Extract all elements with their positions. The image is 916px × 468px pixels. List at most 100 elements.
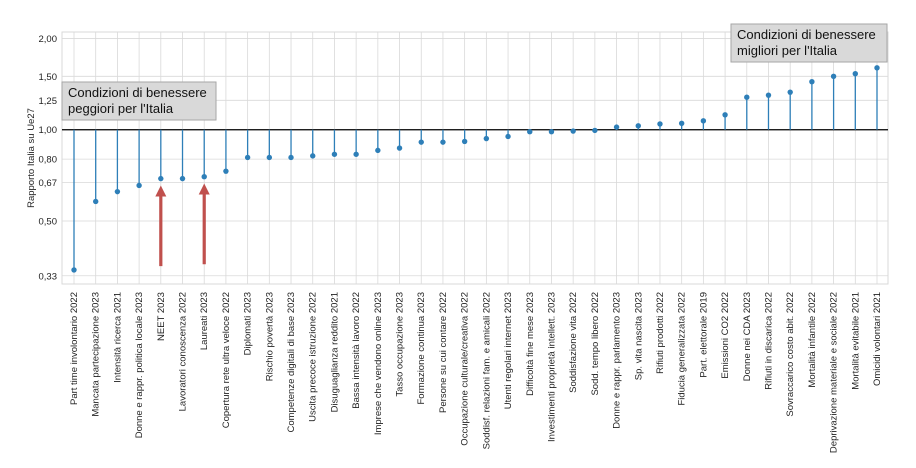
data-point [527,129,533,135]
y-tick-label: 2,00 [39,34,58,45]
grid-lines [61,31,889,285]
x-tick-label: Rifiuti prodotti 2022 [655,292,666,374]
x-tick-label: Imprese che vendono online 2023 [373,292,384,435]
x-tick-label: Donne e rappr. politica locale 2023 [134,292,145,438]
y-tick-label: 0,33 [39,271,58,282]
data-point [244,154,251,161]
x-tick-label: Soddisfazione vita 2022 [568,292,579,393]
x-tick-label: Utenti regolari internet 2023 [503,292,514,409]
data-point [744,94,750,100]
annotation-text: Condizioni di benessere [737,27,876,42]
data-point [461,138,468,145]
x-tick-label: Difficoltà fine mese 2023 [525,292,536,396]
data-point [93,198,99,205]
x-tick-label: Mortalità evitabile 2021 [850,292,861,390]
data-point [483,135,490,142]
data-point [114,188,121,195]
x-tick-label: Intensità ricerca 2021 [112,292,123,383]
data-point [396,145,403,151]
x-tick-label: Investimenti proprietà intellett. 2023 [546,292,557,442]
data-point [310,153,316,159]
x-tick-label: Emissioni CO2 2022 [720,292,731,379]
x-tick-label: Part. elettorale 2019 [698,292,709,378]
data-point [678,120,685,127]
data-point [418,139,424,145]
annotation-arrows [155,183,210,267]
arrow-head [155,185,167,197]
x-tick-label: Bassa intensità lavoro 2022 [351,292,362,409]
data-point [353,151,359,157]
x-tick-label: Formazione continua 2023 [416,292,427,405]
data-point [657,121,663,127]
data-point [874,65,880,71]
annotation-box [730,23,888,63]
annotation-text: migliori per l'Italia [737,43,838,58]
data-point [765,92,772,98]
y-tick-label: 1,00 [39,125,58,136]
x-tick-label: Mancata partecipazione 2023 [91,292,102,417]
x-tick-label: Mortalità infantile 2022 [807,292,818,388]
x-tick-label: Laureati 2023 [199,292,210,350]
data-point [136,182,142,189]
data-point [288,154,294,161]
plot-area [62,32,888,284]
x-tick-label: Diplomati 2023 [243,292,254,355]
data-point [71,267,77,273]
x-tick-label: NEET 2023 [156,292,167,341]
data-point [809,78,815,85]
data-point [787,89,793,95]
data-point [223,168,229,174]
y-axis: 0,33 0,50 0,67 0,80 1,00 1,25 1,50 2,00 [39,34,58,282]
x-tick-label: Persone su cui contare 2022 [438,292,449,413]
data-point [722,112,728,118]
x-tick-label: Copertura rete ultra veloce 2022 [221,292,232,428]
annotation-text: Condizioni di benessere [68,85,207,100]
x-tick-label: Rischio povertà 2023 [264,292,275,381]
data-point [375,147,381,154]
y-axis-title: Rapporto Italia su Ue27 [26,108,37,208]
series-points [71,65,880,273]
y-tick-label: 1,25 [39,96,58,107]
x-tick-label: Omicidi volontari 2021 [872,292,883,386]
x-tick-label: Sovraccarico costo abit. 2022 [785,292,796,417]
x-tick-label: Sodd. tempo libero 2022 [590,292,601,396]
x-tick-label: Fiducia generalizzata 2022 [677,292,688,406]
x-axis-labels: Part time involontario 2022 Mancata parte… [69,292,883,453]
x-tick-label: Uscita precoce istruzione 2022 [308,292,319,422]
data-point [613,124,620,130]
y-tick-label: 0,50 [39,217,58,228]
data-point [700,118,707,124]
annotation-text: peggiori per l'Italia [68,101,174,116]
x-tick-label: Sp. vita nascita 2023 [633,292,644,380]
data-point [201,174,207,180]
series-stems [73,67,878,270]
data-point [635,123,641,129]
data-point [570,128,576,134]
arrow-head [198,183,210,195]
annotation-box [61,81,217,121]
x-tick-label: Rifiuti in discarica 2022 [763,292,774,390]
data-point [179,175,186,182]
y-tick-label: 0,67 [39,178,58,189]
data-point [440,139,446,145]
x-tick-label: Donne nei CDA 2023 [742,292,753,381]
plot-border [61,31,889,285]
data-point [548,129,555,135]
data-point [158,175,164,182]
x-tick-label: Deprivazione materiale e sociale 2022 [829,292,840,453]
x-tick-label: Part time involontario 2022 [69,292,80,405]
x-tick-label: Disuguaglianza reddito 2021 [329,292,340,412]
y-tick-label: 1,50 [39,72,58,83]
data-point [592,127,598,134]
x-tick-label: Lavoratori conoscenza 2022 [178,292,189,411]
x-tick-label: Soddisf. relazioni fam. e amicali 2022 [481,292,492,449]
x-tick-label: Tasso occupazione 2023 [395,292,406,397]
data-point [266,154,273,161]
data-point [830,73,837,80]
data-point [852,71,858,77]
data-point [331,151,338,157]
x-tick-label: Occupazione culturale/creativa 2022 [460,292,471,446]
x-tick-label: Competenze digitali di base 2023 [286,292,297,432]
